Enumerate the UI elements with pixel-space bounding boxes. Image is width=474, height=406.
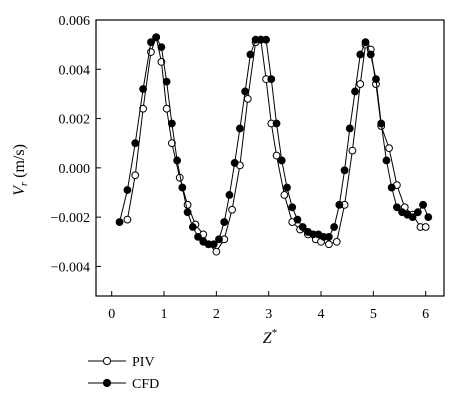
x-tick-label: 1: [161, 307, 168, 322]
y-tick-label: −0.004: [51, 260, 90, 275]
series-cfd-point: [241, 87, 250, 96]
series-cfd-point: [324, 232, 333, 241]
series-cfd-point: [387, 183, 396, 192]
legend-cfd-marker: [102, 378, 112, 388]
series-cfd-point: [262, 35, 270, 44]
series-cfd-point: [131, 139, 140, 148]
series-cfd-point: [183, 208, 192, 217]
series-cfd-point: [382, 156, 391, 165]
series-piv-point: [421, 223, 430, 231]
series-cfd-point: [340, 166, 349, 175]
series-cfd-point: [152, 33, 161, 42]
series-cfd: [115, 33, 433, 249]
series-cfd-point: [424, 213, 433, 222]
x-axis-ticks: 0 1 2 3 4 5 6: [108, 291, 429, 322]
series-cfd-point: [351, 87, 359, 96]
legend-cfd-label: CFD: [132, 377, 159, 392]
series-cfd-point: [356, 50, 365, 59]
series-cfd-point: [277, 156, 286, 165]
series-cfd-point: [408, 213, 417, 222]
y-tick-label: −0.002: [51, 211, 90, 226]
plot-area-frame: [95, 19, 445, 297]
x-tick-label: 4: [318, 307, 325, 322]
series-cfd-point: [123, 186, 132, 194]
series-piv-point: [162, 104, 171, 113]
series-cfd-point: [178, 183, 187, 192]
legend-piv-label: PIV: [132, 355, 155, 370]
series-cfd-point: [225, 191, 234, 199]
x-tick-label: 5: [370, 307, 377, 322]
series-cfd-point: [361, 38, 370, 47]
series-layer: [115, 33, 433, 256]
series-cfd-point: [413, 208, 422, 217]
series-piv-point: [356, 80, 365, 88]
series-cfd-point: [330, 223, 339, 231]
series-piv-point: [167, 139, 176, 148]
series-cfd-point: [147, 38, 155, 47]
series-piv-point: [228, 205, 236, 214]
plot-frame: [95, 19, 445, 297]
y-axis-ticks: −0.004 −0.002 0.000 0.002 0.004 0.006: [51, 14, 101, 275]
series-piv-point: [385, 144, 393, 153]
y-tick-label: 0.006: [59, 14, 91, 29]
y-tick-label: 0.002: [59, 113, 91, 128]
series-cfd-point: [267, 75, 276, 84]
y-tick-label: 0.000: [59, 162, 91, 177]
series-cfd-point: [366, 50, 375, 59]
series-cfd-point: [345, 124, 354, 133]
y-tick-label: 0.004: [59, 63, 91, 78]
series-cfd-point: [393, 203, 401, 212]
series-piv-point: [212, 247, 221, 256]
series-piv-point: [131, 171, 140, 180]
series-cfd-point: [372, 75, 380, 84]
series-cfd-point: [246, 50, 255, 59]
series-cfd-point: [139, 85, 148, 93]
series-cfd-point: [188, 223, 197, 231]
series-piv-point: [348, 146, 357, 155]
series-cfd-point: [157, 43, 166, 52]
x-tick-label: 6: [422, 307, 429, 322]
series-cfd-point: [162, 77, 171, 86]
x-axis-label: Z*: [263, 327, 277, 347]
series-cfd-point: [194, 232, 202, 241]
series-piv-point: [332, 237, 341, 246]
series-cfd-point: [283, 183, 291, 192]
series-cfd-point: [230, 159, 239, 167]
series-piv-point: [280, 191, 289, 199]
series-cfd-point: [377, 119, 386, 128]
series-cfd-point: [173, 156, 182, 165]
series-cfd-point: [209, 240, 218, 249]
series-cfd-point: [272, 119, 281, 128]
legend: PIV CFD: [88, 355, 159, 392]
series-piv-point: [139, 104, 148, 113]
series-cfd-point: [298, 223, 307, 231]
series-cfd-point: [220, 218, 229, 226]
series-cfd-point: [335, 200, 344, 209]
series-cfd-point: [293, 215, 302, 224]
series-cfd-point: [215, 235, 223, 244]
y-axis-label: Vr (m/s): [11, 144, 30, 196]
series-piv-point: [324, 240, 333, 249]
series-piv-point: [272, 151, 281, 160]
series-cfd-point: [115, 218, 124, 226]
series-piv-point: [123, 215, 132, 224]
x-tick-label: 3: [265, 307, 272, 322]
legend-item-cfd: CFD: [88, 377, 159, 392]
series-cfd-point: [236, 124, 244, 133]
series-cfd-point: [288, 203, 297, 212]
x-tick-label: 0: [108, 307, 115, 322]
legend-piv-marker: [102, 356, 112, 366]
legend-item-piv: PIV: [88, 355, 155, 370]
x-tick-label: 2: [213, 307, 220, 322]
series-cfd-point: [419, 200, 427, 209]
series-piv-point: [243, 94, 252, 103]
series-cfd-line: [119, 36, 429, 245]
series-cfd-point: [167, 119, 176, 128]
